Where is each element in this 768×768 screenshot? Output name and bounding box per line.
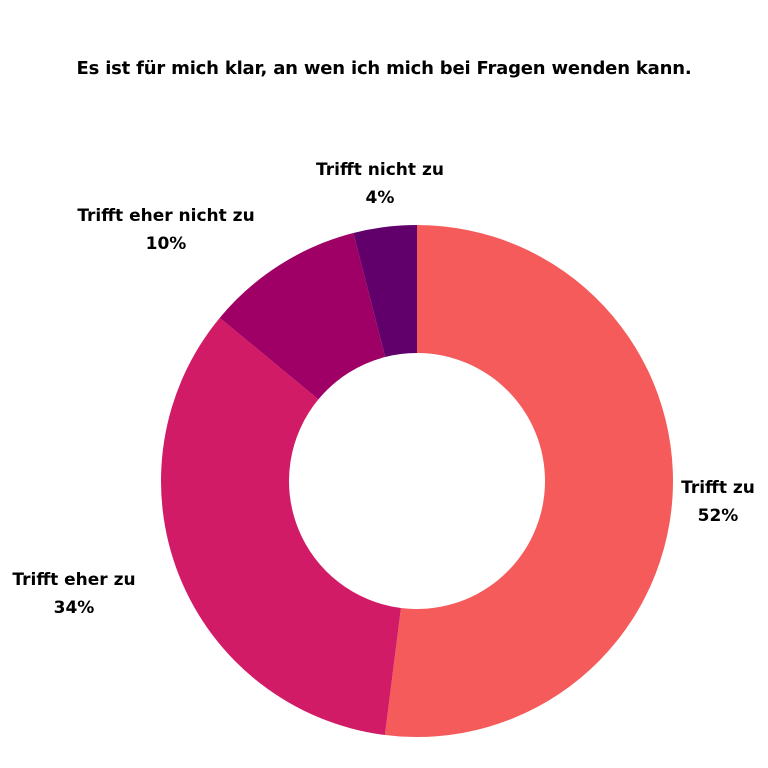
slice-trifft-eher-nicht-zu [219, 233, 386, 400]
chart-title: Es ist für mich klar, an wen ich mich be… [76, 58, 692, 79]
slice-trifft-eher-zu [160, 317, 401, 735]
slice-label-value: 52% [697, 506, 739, 526]
slice-trifft-nicht-zu [353, 225, 417, 358]
slice-label-value: 34% [53, 598, 95, 618]
slice-label-name: Trifft eher zu [12, 570, 136, 590]
slice-label-value: 4% [365, 188, 395, 208]
slice-label-trifft-nicht-zu: Trifft nicht zu 4% [316, 156, 444, 212]
slice-label-value: 10% [145, 234, 187, 254]
slice-label-trifft-eher-nicht-zu: Trifft eher nicht zu 10% [77, 202, 254, 258]
slice-label-name: Trifft nicht zu [316, 160, 444, 180]
slice-label-trifft-eher-zu: Trifft eher zu 34% [12, 566, 135, 622]
slice-label-trifft-zu: Trifft zu 52% [681, 474, 755, 530]
slice-label-name: Trifft zu [681, 478, 755, 498]
slice-trifft-zu [384, 225, 673, 737]
slice-label-name: Trifft eher nicht zu [77, 206, 255, 226]
